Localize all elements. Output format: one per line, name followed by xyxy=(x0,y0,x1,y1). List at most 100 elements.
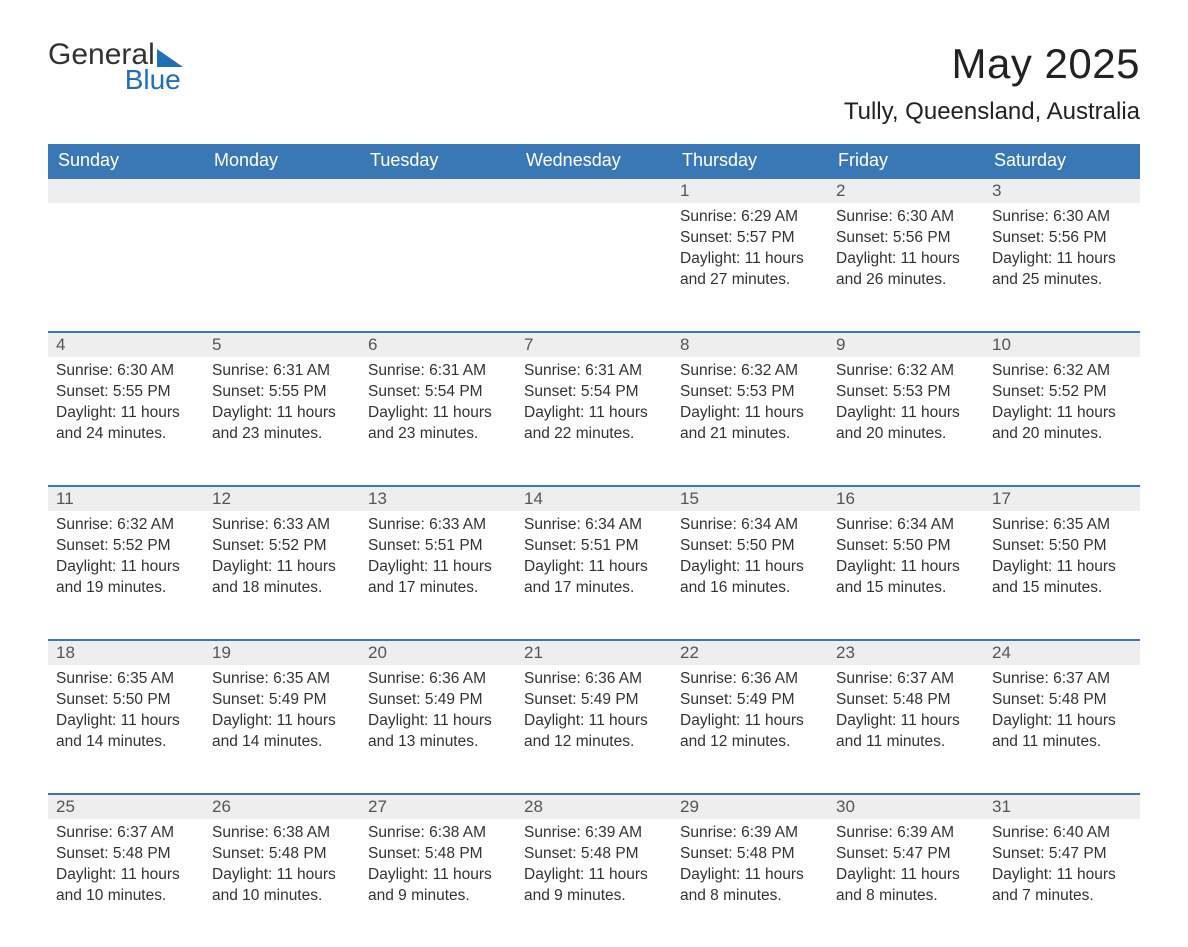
sunset-text: Sunset: 5:47 PM xyxy=(836,844,976,865)
sunset-text: Sunset: 5:54 PM xyxy=(368,382,508,403)
day-number: 29 xyxy=(672,795,828,819)
sunset-text: Sunset: 5:52 PM xyxy=(212,536,352,557)
daylight-text: Daylight: 11 hours and 25 minutes. xyxy=(992,249,1132,291)
sunset-text: Sunset: 5:53 PM xyxy=(680,382,820,403)
day-number: 28 xyxy=(516,795,672,819)
day-number: 15 xyxy=(672,487,828,511)
logo-text: General Blue xyxy=(48,40,183,94)
sunrise-text: Sunrise: 6:31 AM xyxy=(368,361,508,382)
day-number xyxy=(204,179,360,203)
daylight-text: Daylight: 11 hours and 23 minutes. xyxy=(212,403,352,445)
daylight-text: Daylight: 11 hours and 7 minutes. xyxy=(992,865,1132,907)
sunrise-text: Sunrise: 6:29 AM xyxy=(680,207,820,228)
daylight-text: Daylight: 11 hours and 12 minutes. xyxy=(524,711,664,753)
daylight-text: Daylight: 11 hours and 23 minutes. xyxy=(368,403,508,445)
sunrise-text: Sunrise: 6:36 AM xyxy=(680,669,820,690)
day-cell: Sunrise: 6:40 AMSunset: 5:47 PMDaylight:… xyxy=(984,819,1140,947)
sunrise-text: Sunrise: 6:34 AM xyxy=(680,515,820,536)
day-cell: Sunrise: 6:31 AMSunset: 5:54 PMDaylight:… xyxy=(360,357,516,485)
week-row-3: Sunrise: 6:35 AMSunset: 5:50 PMDaylight:… xyxy=(48,665,1140,793)
day-number: 24 xyxy=(984,641,1140,665)
sunset-text: Sunset: 5:48 PM xyxy=(56,844,196,865)
logo-word-blue: Blue xyxy=(48,66,183,94)
day-cell: Sunrise: 6:38 AMSunset: 5:48 PMDaylight:… xyxy=(360,819,516,947)
sunset-text: Sunset: 5:52 PM xyxy=(992,382,1132,403)
sunset-text: Sunset: 5:56 PM xyxy=(836,228,976,249)
sunrise-text: Sunrise: 6:37 AM xyxy=(836,669,976,690)
day-cell: Sunrise: 6:31 AMSunset: 5:54 PMDaylight:… xyxy=(516,357,672,485)
header: General Blue May 2025 Tully, Queensland,… xyxy=(48,40,1140,126)
daylight-text: Daylight: 11 hours and 14 minutes. xyxy=(56,711,196,753)
day-number xyxy=(48,179,204,203)
daylight-text: Daylight: 11 hours and 11 minutes. xyxy=(836,711,976,753)
weekday-sunday: Sunday xyxy=(48,144,204,177)
sunset-text: Sunset: 5:48 PM xyxy=(212,844,352,865)
day-cell: Sunrise: 6:36 AMSunset: 5:49 PMDaylight:… xyxy=(516,665,672,793)
sunrise-text: Sunrise: 6:34 AM xyxy=(836,515,976,536)
day-number: 7 xyxy=(516,333,672,357)
sunrise-text: Sunrise: 6:36 AM xyxy=(368,669,508,690)
logo: General Blue xyxy=(48,40,183,94)
daylight-text: Daylight: 11 hours and 22 minutes. xyxy=(524,403,664,445)
daynum-row-0: 123 xyxy=(48,177,1140,203)
day-number: 22 xyxy=(672,641,828,665)
day-number: 31 xyxy=(984,795,1140,819)
day-number: 10 xyxy=(984,333,1140,357)
sunrise-text: Sunrise: 6:35 AM xyxy=(212,669,352,690)
sunrise-text: Sunrise: 6:36 AM xyxy=(524,669,664,690)
month-title: May 2025 xyxy=(844,40,1140,88)
day-cell: Sunrise: 6:30 AMSunset: 5:55 PMDaylight:… xyxy=(48,357,204,485)
sunrise-text: Sunrise: 6:32 AM xyxy=(56,515,196,536)
day-cell: Sunrise: 6:35 AMSunset: 5:49 PMDaylight:… xyxy=(204,665,360,793)
day-cell: Sunrise: 6:29 AMSunset: 5:57 PMDaylight:… xyxy=(672,203,828,331)
sunrise-text: Sunrise: 6:30 AM xyxy=(56,361,196,382)
day-cell: Sunrise: 6:32 AMSunset: 5:53 PMDaylight:… xyxy=(672,357,828,485)
day-number: 9 xyxy=(828,333,984,357)
daylight-text: Daylight: 11 hours and 8 minutes. xyxy=(680,865,820,907)
week-row-2: Sunrise: 6:32 AM Sunset: 5:52 PM Daylight:… xyxy=(48,511,1140,639)
day-number: 17 xyxy=(984,487,1140,511)
day-number: 2 xyxy=(828,179,984,203)
day-cell xyxy=(516,203,672,331)
daylight-text: Daylight: 11 hours and 13 minutes. xyxy=(368,711,508,753)
day-number: 3 xyxy=(984,179,1140,203)
daylight-text: Daylight: 11 hours and 15 minutes. xyxy=(836,557,976,599)
daylight-text: Daylight: 11 hours and 27 minutes. xyxy=(680,249,820,291)
sunset-text: Sunset: 5:54 PM xyxy=(524,382,664,403)
sunset-text: Sunset: 5:50 PM xyxy=(836,536,976,557)
day-number: 21 xyxy=(516,641,672,665)
sunrise-text: Sunrise: 6:38 AM xyxy=(212,823,352,844)
sunset-text: Sunset: 5:48 PM xyxy=(836,690,976,711)
daylight-text: Daylight: 11 hours and 10 minutes. xyxy=(56,865,196,907)
sunset-text: Sunset: 5:55 PM xyxy=(56,382,196,403)
sunrise-text: Sunrise: 6:30 AM xyxy=(992,207,1132,228)
sunset-text: Sunset: 5:48 PM xyxy=(680,844,820,865)
day-cell: Sunrise: 6:35 AMSunset: 5:50 PMDaylight:… xyxy=(48,665,204,793)
daylight-text: Daylight: 11 hours and 11 minutes. xyxy=(992,711,1132,753)
day-cell: Sunrise: 6:37 AMSunset: 5:48 PMDaylight:… xyxy=(828,665,984,793)
sunrise-text: Sunrise: 6:37 AM xyxy=(992,669,1132,690)
sunrise-text: Sunrise: 6:31 AM xyxy=(524,361,664,382)
day-number: 11 xyxy=(48,487,204,511)
day-number: 19 xyxy=(204,641,360,665)
sunset-text: Sunset: 5:49 PM xyxy=(524,690,664,711)
day-number: 16 xyxy=(828,487,984,511)
day-number: 4 xyxy=(48,333,204,357)
calendar: SundayMondayTuesdayWednesdayThursdayFrid… xyxy=(48,144,1140,947)
sunset-text: Sunset: 5:47 PM xyxy=(992,844,1132,865)
daylight-text: Daylight: 11 hours and 12 minutes. xyxy=(680,711,820,753)
daynum-row-4: 25262728293031 xyxy=(48,793,1140,819)
sunrise-text: Sunrise: 6:39 AM xyxy=(524,823,664,844)
day-cell: Sunrise: 6:36 AMSunset: 5:49 PMDaylight:… xyxy=(360,665,516,793)
sunrise-text: Sunrise: 6:37 AM xyxy=(56,823,196,844)
sunrise-text: Sunrise: 6:34 AM xyxy=(524,515,664,536)
weekday-saturday: Saturday xyxy=(984,144,1140,177)
day-number xyxy=(360,179,516,203)
sunrise-text: Sunrise: 6:30 AM xyxy=(836,207,976,228)
sunrise-text: Sunrise: 6:39 AM xyxy=(836,823,976,844)
sunset-text: Sunset: 5:50 PM xyxy=(992,536,1132,557)
day-number xyxy=(516,179,672,203)
sunset-text: Sunset: 5:56 PM xyxy=(992,228,1132,249)
title-block: May 2025 Tully, Queensland, Australia xyxy=(844,40,1140,126)
day-number: 30 xyxy=(828,795,984,819)
